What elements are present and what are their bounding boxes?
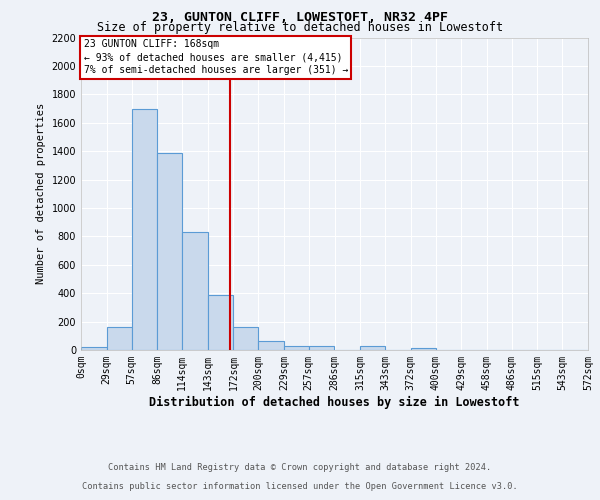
Text: Size of property relative to detached houses in Lowestoft: Size of property relative to detached ho… <box>97 22 503 35</box>
Bar <box>309 346 335 350</box>
Text: Contains public sector information licensed under the Open Government Licence v3: Contains public sector information licen… <box>82 482 518 491</box>
Bar <box>284 346 309 350</box>
Bar <box>81 347 107 350</box>
Bar <box>360 346 385 350</box>
Text: 23, GUNTON CLIFF, LOWESTOFT, NR32 4PF: 23, GUNTON CLIFF, LOWESTOFT, NR32 4PF <box>152 11 448 24</box>
Bar <box>411 348 436 350</box>
Y-axis label: Number of detached properties: Number of detached properties <box>36 103 46 284</box>
X-axis label: Distribution of detached houses by size in Lowestoft: Distribution of detached houses by size … <box>149 396 520 409</box>
Bar <box>258 341 284 350</box>
Text: Contains HM Land Registry data © Crown copyright and database right 2024.: Contains HM Land Registry data © Crown c… <box>109 464 491 472</box>
Bar <box>208 294 233 350</box>
Bar <box>157 152 182 350</box>
Bar <box>182 232 208 350</box>
Bar <box>107 328 131 350</box>
Text: 23 GUNTON CLIFF: 168sqm
← 93% of detached houses are smaller (4,415)
7% of semi-: 23 GUNTON CLIFF: 168sqm ← 93% of detache… <box>83 39 348 76</box>
Bar <box>233 326 258 350</box>
Bar <box>131 108 157 350</box>
